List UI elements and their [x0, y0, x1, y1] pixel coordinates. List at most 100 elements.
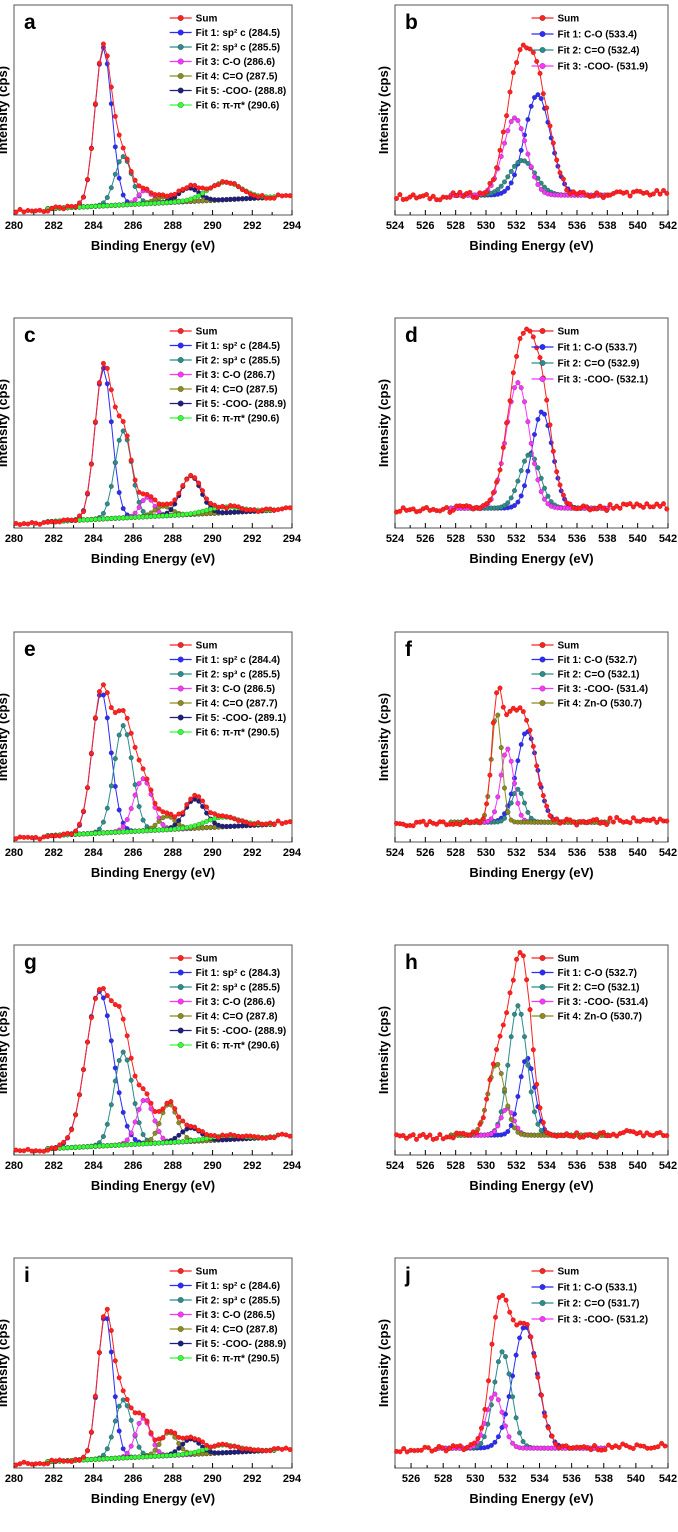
y-axis-label: Intensity (cps): [0, 693, 10, 781]
data-point: [92, 101, 98, 107]
data-point: [557, 170, 563, 176]
data-point: [535, 92, 541, 98]
data-point: [498, 745, 504, 751]
data-point: [467, 189, 473, 195]
data-point: [560, 492, 566, 498]
legend-label: Fit 6: π-π* (290.5): [196, 728, 280, 739]
data-point: [495, 1397, 501, 1403]
data-point: [128, 1130, 134, 1136]
legend-label: Fit 2: C=O (532.1): [558, 670, 640, 681]
data-point: [525, 117, 531, 122]
legend-item: Fit 4: C=O (287.7): [169, 699, 278, 710]
legend-item: Sum: [531, 1267, 579, 1278]
data-point: [120, 154, 126, 160]
legend-item: Fit 5: -COO- (288.8): [169, 86, 286, 97]
legend-item: Fit 4: C=O (287.8): [169, 1012, 278, 1023]
data-point: [152, 800, 158, 806]
data-point: [116, 1403, 122, 1409]
data-point: [505, 128, 511, 134]
data-point: [112, 1065, 118, 1071]
x-tick-label: 290: [203, 1160, 221, 1172]
data-point: [508, 1116, 514, 1122]
data-point: [512, 775, 517, 781]
data-point: [600, 195, 606, 201]
data-point: [525, 809, 531, 815]
data-point: [542, 485, 547, 491]
legend-item: Fit 3: -COO- (531.9): [531, 62, 648, 73]
data-point: [61, 206, 67, 212]
legend-item: Sum: [169, 14, 217, 25]
x-tick-label: 284: [84, 533, 103, 545]
data-point: [437, 1132, 443, 1137]
data-point: [514, 353, 520, 359]
legend-label: Fit 2: sp³ c (285.5): [196, 1296, 280, 1307]
data-point: [503, 1423, 508, 1429]
series-line: [396, 328, 668, 514]
data-point: [85, 176, 90, 182]
data-point: [112, 171, 118, 177]
data-point: [430, 193, 436, 199]
x-tick-label: 538: [598, 220, 616, 232]
data-point: [287, 1447, 293, 1453]
data-point: [500, 704, 506, 710]
data-point: [650, 816, 656, 822]
data-point: [108, 1434, 114, 1440]
data-point: [188, 796, 194, 802]
data-point: [661, 501, 666, 507]
data-point: [492, 1379, 498, 1385]
legend-item: Fit 6: π-π* (290.6): [169, 1041, 279, 1052]
data-point: [512, 1125, 517, 1131]
x-tick-label: 524: [386, 1160, 405, 1172]
data-point: [263, 821, 269, 827]
data-point: [494, 690, 500, 696]
data-point: [180, 1446, 186, 1452]
data-point: [487, 180, 493, 186]
legend-label: Fit 2: sp³ c (285.5): [196, 356, 280, 367]
x-tick-label: 534: [537, 220, 556, 232]
data-point: [527, 46, 533, 52]
data-point: [81, 808, 86, 814]
legend-label: Fit 4: C=O (287.5): [196, 385, 278, 396]
x-axis-label: Binding Energy (eV): [91, 1491, 215, 1506]
x-tick-label: 526: [416, 533, 434, 545]
data-point: [144, 491, 150, 497]
data-point: [120, 419, 126, 424]
y-axis-label: Intensity (cps): [376, 1319, 391, 1407]
data-point: [475, 1436, 481, 1442]
data-point: [160, 822, 166, 828]
data-point: [53, 1145, 59, 1151]
data-point: [488, 816, 494, 822]
legend-marker: [539, 360, 546, 366]
data-point: [505, 185, 511, 191]
data-point: [592, 1443, 597, 1449]
data-point: [132, 1137, 138, 1143]
data-point: [503, 1354, 508, 1360]
data-point: [100, 1134, 106, 1139]
data-point: [474, 195, 480, 201]
legend-marker: [177, 328, 184, 334]
panel-letter: b: [405, 11, 418, 34]
legend-marker: [539, 700, 546, 706]
data-point: [208, 1449, 214, 1455]
data-point: [508, 495, 514, 501]
legend-item: Fit 1: C-O (533.7): [531, 343, 637, 354]
data-point: [544, 105, 550, 111]
data-point: [510, 977, 516, 983]
x-tick-label: 530: [477, 533, 495, 545]
data-point: [447, 194, 453, 200]
x-axis-label: Binding Energy (eV): [91, 865, 215, 880]
data-point: [231, 503, 237, 509]
x-tick-label: 280: [5, 533, 23, 545]
data-point: [120, 1049, 126, 1055]
data-point: [156, 818, 162, 824]
x-axis-label: Binding Energy (eV): [469, 1491, 593, 1506]
data-point: [144, 186, 150, 192]
data-point: [535, 477, 541, 483]
data-point: [494, 479, 500, 485]
data-point: [100, 510, 106, 516]
data-point: [518, 742, 524, 747]
legend-label: Sum: [558, 641, 580, 652]
data-point: [204, 496, 210, 502]
data-point: [510, 1317, 516, 1323]
data-point: [116, 159, 122, 165]
